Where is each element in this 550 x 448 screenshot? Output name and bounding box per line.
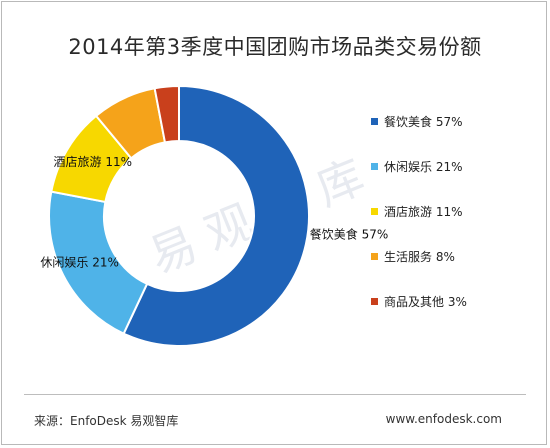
legend-swatch: [371, 298, 378, 305]
donut-slice-5: [153, 84, 180, 144]
legend-item-3: 酒店旅游 11%: [371, 204, 463, 220]
donut-slice-1: [122, 84, 310, 347]
legend-label: 休闲娱乐 21%: [384, 160, 463, 174]
slice-label-2: 休闲娱乐 21%: [40, 256, 119, 270]
slice-label-1: 餐饮美食 57%: [310, 226, 389, 241]
legend-swatch: [371, 163, 378, 170]
donut-chart: 餐饮美食 57% 休闲娱乐 21% 酒店旅游 11%: [40, 84, 389, 347]
legend-swatch: [371, 208, 378, 215]
legend-item-2: 休闲娱乐 21%: [371, 159, 463, 175]
slice-label-3: 酒店旅游 11%: [54, 155, 133, 169]
donut-slice-2: [48, 190, 149, 335]
legend-swatch: [371, 253, 378, 260]
chart-title: 2014年第3季度中国团购市场品类交易份额: [68, 35, 482, 59]
website-url: www.enfodesk.com: [385, 412, 502, 426]
legend-swatch: [371, 118, 378, 125]
footer-divider: [24, 394, 526, 395]
source-note: 来源：EnfoDesk 易观智库: [34, 414, 179, 428]
legend-label: 酒店旅游 11%: [384, 205, 463, 219]
legend-item-4: 生活服务 8%: [371, 249, 455, 265]
legend-label: 商品及其他 3%: [384, 295, 467, 309]
legend-label: 生活服务 8%: [384, 250, 455, 264]
legend-item-5: 商品及其他 3%: [371, 294, 467, 310]
legend-label: 餐饮美食 57%: [384, 115, 463, 129]
legend-item-1: 餐饮美食 57%: [371, 114, 463, 130]
